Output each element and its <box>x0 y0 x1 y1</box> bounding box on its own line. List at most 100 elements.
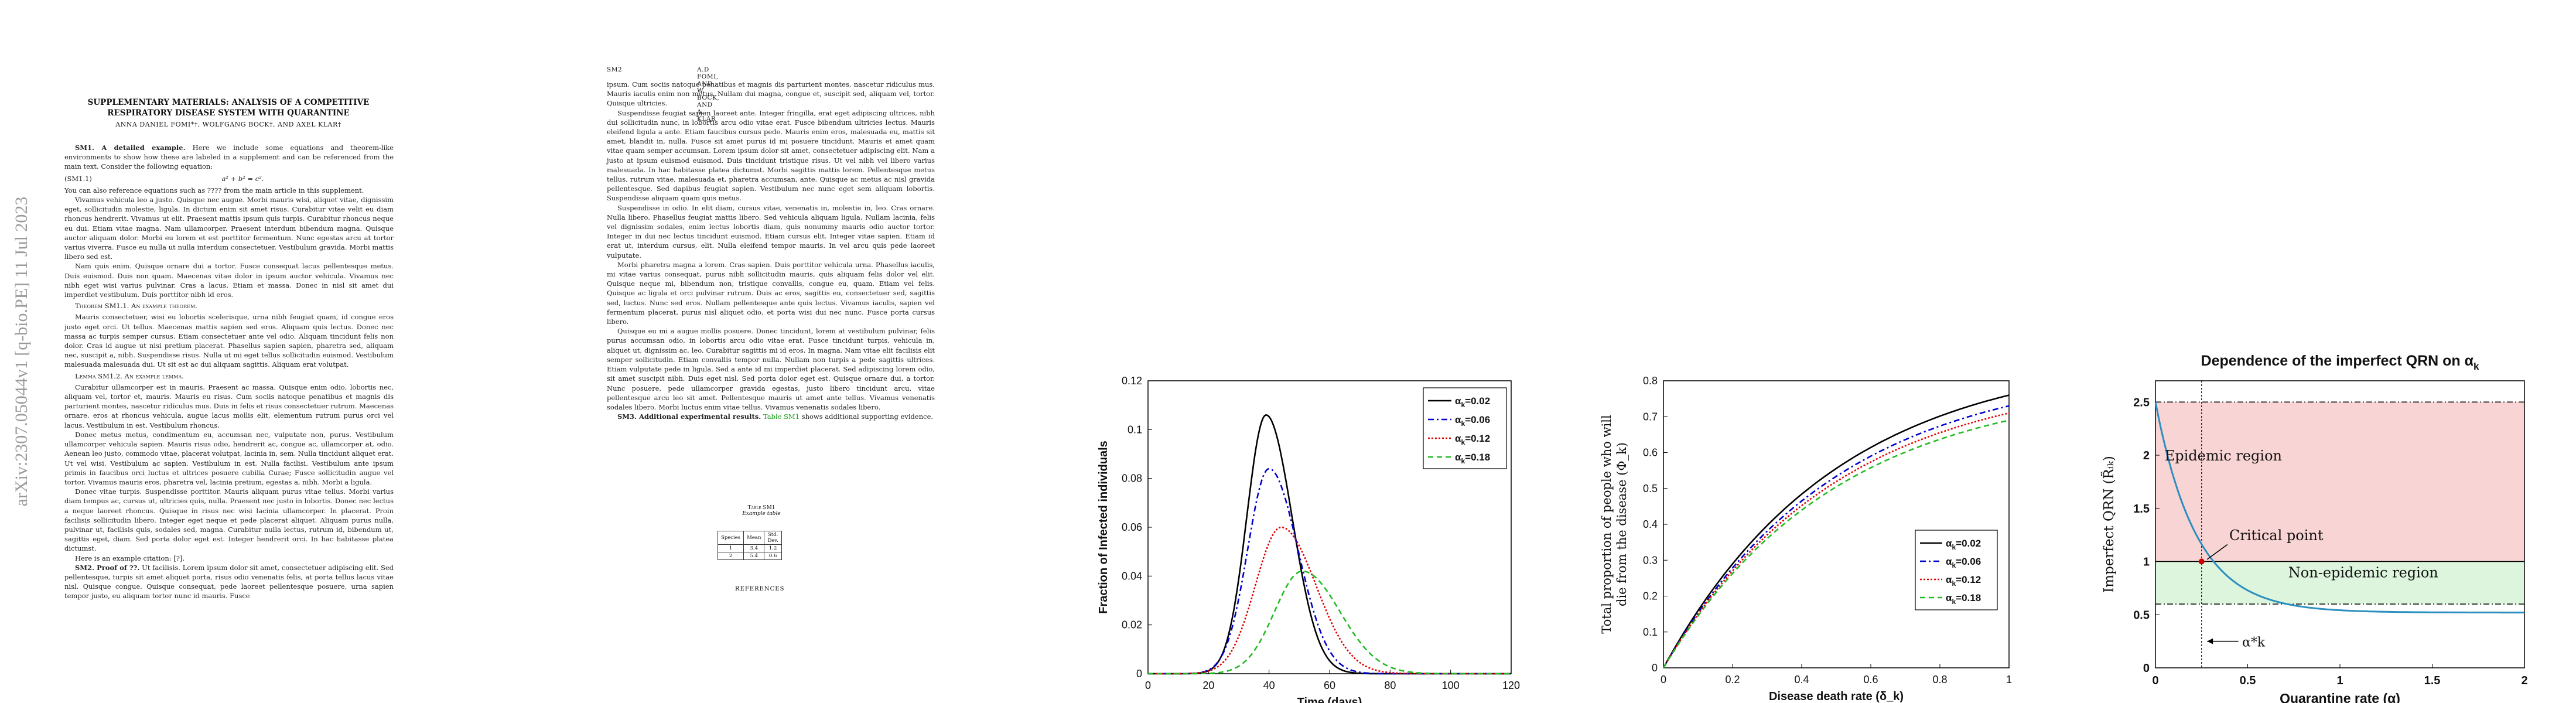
y-tick-label: 0.04 <box>1122 570 1142 582</box>
chart-death-proportion: 0 0.2 0.4 0.6 0.8 1 0 0.1 0.2 0.3 0.4 0.5 0.6 0.7 0.8 D… <box>1600 375 2012 703</box>
x-tick-label: 0.4 <box>1794 674 1809 685</box>
example-table: Species Mean Std. Dev. 1 3.4 1.2 2 5.4 0… <box>717 531 782 560</box>
y-tick-label: 2.5 <box>2133 396 2150 409</box>
x-tick-label: 1 <box>2006 674 2012 685</box>
table-cell: 1.2 <box>764 544 782 552</box>
chart-title: Dependence of the imperfect QRN on αk <box>2201 353 2479 372</box>
chart-imperfect-qrn: Dependence of the imperfect QRN on αk 0 0.… <box>2102 353 2528 703</box>
y-axis-label: Total proportion of people who willdie f… <box>1600 415 1629 634</box>
section-1-heading: SM1. A detailed example. <box>75 144 186 152</box>
table-header: Species <box>717 531 744 545</box>
references-heading: REFERENCES <box>735 586 785 592</box>
y-tick-label: 0.5 <box>2133 609 2150 622</box>
theorem: Theorem SM1.1. An example theorem. <box>75 302 197 310</box>
paragraph: Donec vitae turpis. Suspendisse porttito… <box>64 487 394 553</box>
legend-label: αk=0.02 <box>1946 538 1981 551</box>
series-line <box>1148 570 1511 675</box>
paragraph: Suspendisse feugiat sapien laoreet ante.… <box>607 108 935 203</box>
alpha-star-arrowhead <box>2207 638 2213 644</box>
x-tick-label: 120 <box>1502 680 1520 691</box>
x-tick-label: 0.2 <box>1725 674 1740 685</box>
table-cell: 5.4 <box>743 552 765 560</box>
y-tick-label: 0.6 <box>1643 447 1658 459</box>
table-cell: 3.4 <box>743 544 765 552</box>
legend-label: αk=0.06 <box>1455 414 1490 428</box>
table-cell: 0.6 <box>764 552 782 560</box>
page-label: SM2 <box>607 66 623 73</box>
paragraph: Vivamus vehicula leo a justo. Quisque ne… <box>64 196 394 261</box>
paragraph: Curabitur ullamcorper est in mauris. Pra… <box>64 383 394 429</box>
x-tick-label: 20 <box>1202 680 1214 691</box>
y-tick-label: 0.06 <box>1122 521 1142 533</box>
y-tick-label: 0.4 <box>1643 518 1658 530</box>
x-tick-label: 60 <box>1324 680 1335 691</box>
equation-body: a² + b² = c². <box>221 174 264 183</box>
y-tick-label: 0.12 <box>1122 375 1142 387</box>
series-line <box>1662 405 2010 668</box>
section-3-text: shows additional supporting evidence. <box>800 412 934 421</box>
y-tick-label: 0.08 <box>1122 473 1142 484</box>
authors: ANNA DANIEL FOMI*†, WOLFGANG BOCK†, AND … <box>115 121 341 128</box>
equation: (SM1.1) a² + b² = c². <box>64 174 394 183</box>
y-tick-label: 1.5 <box>2133 503 2150 516</box>
table-row: 2 5.4 0.6 <box>717 552 782 560</box>
table-header: Mean <box>743 531 765 545</box>
y-tick-label: 0.2 <box>1643 591 1658 602</box>
arxiv-stamp: arXiv:2307.05044v1 [q-bio.PE] 11 Jul 202… <box>12 196 31 507</box>
series-line <box>1148 526 1511 675</box>
x-tick-label: 1.5 <box>2424 674 2441 687</box>
epidemic-region <box>2155 402 2524 562</box>
paragraph: Quisque eu mi a augue mollis posuere. Do… <box>607 327 935 411</box>
series-line <box>1662 412 2010 668</box>
x-axis-label: Disease death rate (δ_k) <box>1769 690 1904 703</box>
y-tick-label: 0.8 <box>1643 375 1658 387</box>
section-3-heading: SM3. Additional experimental results. <box>617 412 761 421</box>
lemma: Lemma SM1.2. An example lemma. <box>75 371 184 380</box>
qrn-curve <box>2154 402 2524 614</box>
nonepidemic-label: Non-epidemic region <box>2288 565 2438 581</box>
paragraph: Mauris consectetuer, wisi eu lobortis sc… <box>64 313 394 369</box>
table-cell: 2 <box>717 552 744 560</box>
series-line <box>1662 419 2010 668</box>
y-axis-label: Fraction of Infected individuals <box>1097 441 1110 614</box>
epidemic-label: Epidemic region <box>2165 448 2282 464</box>
paragraph: Nam quis enim. Quisque ornare dui a tort… <box>64 262 394 299</box>
page-1-body: SM1. A detailed example. Here we include… <box>64 143 394 601</box>
critical-pointer <box>2206 544 2228 560</box>
chart-infected-fraction: 0 20 40 60 80 100 120 0 0.02 0.04 0.06 0.08 0.1 0.12 T… <box>1097 375 1520 703</box>
legend-label: αk=0.18 <box>1946 592 1981 606</box>
table-subtitle: Example table <box>742 511 781 517</box>
y-tick-label: 0.02 <box>1122 619 1142 631</box>
x-axis-label: Time (days) <box>1297 696 1362 703</box>
x-tick-label: 2 <box>2521 674 2527 687</box>
x-tick-label: 0 <box>2152 674 2158 687</box>
y-tick-label: 0 <box>1136 668 1142 680</box>
legend-label: αk=0.12 <box>1946 574 1981 588</box>
y-tick-label: 2 <box>2143 449 2150 462</box>
table-title: Table SM1 <box>747 505 775 511</box>
y-tick-label: 0.1 <box>1128 424 1142 435</box>
legend-label: αk=0.12 <box>1455 433 1490 446</box>
section-2-heading: SM2. Proof of ??. <box>75 563 140 572</box>
series-line <box>1662 394 2010 668</box>
section-1-text: Here we include some equations and theor… <box>64 144 394 171</box>
y-tick-label: 0.1 <box>1643 626 1658 638</box>
critical-point-label: Critical point <box>2229 527 2324 544</box>
equation-number: (SM1.1) <box>64 174 92 183</box>
table-link[interactable]: Table SM1 <box>763 412 800 421</box>
nonepidemic-region <box>2155 561 2524 605</box>
paragraph: ipsum. Cum sociis natoque penatibus et m… <box>607 80 935 108</box>
y-tick-label: 0 <box>1652 662 1658 674</box>
section-2-text: Ut facilisis. Lorem ipsum dolor sit amet… <box>64 563 394 600</box>
paragraph: Morbi pharetra magna a lorem. Cras sapie… <box>607 260 935 326</box>
series-line <box>1148 467 1511 675</box>
paper-title: SUPPLEMENTARY MATERIALS: ANALYSIS OF A C… <box>64 97 392 118</box>
x-tick-label: 100 <box>1442 680 1460 691</box>
x-tick-label: 80 <box>1384 680 1396 691</box>
table-header: Std. Dev. <box>764 531 782 545</box>
x-tick-label: 1 <box>2336 674 2343 687</box>
table-row: 1 3.4 1.2 <box>717 544 782 552</box>
x-tick-label: 0.6 <box>1863 674 1878 685</box>
plot-frame <box>1663 380 2010 668</box>
y-axis-label: Imperfect QRN (R̃ᵢₖ) <box>2102 456 2117 593</box>
